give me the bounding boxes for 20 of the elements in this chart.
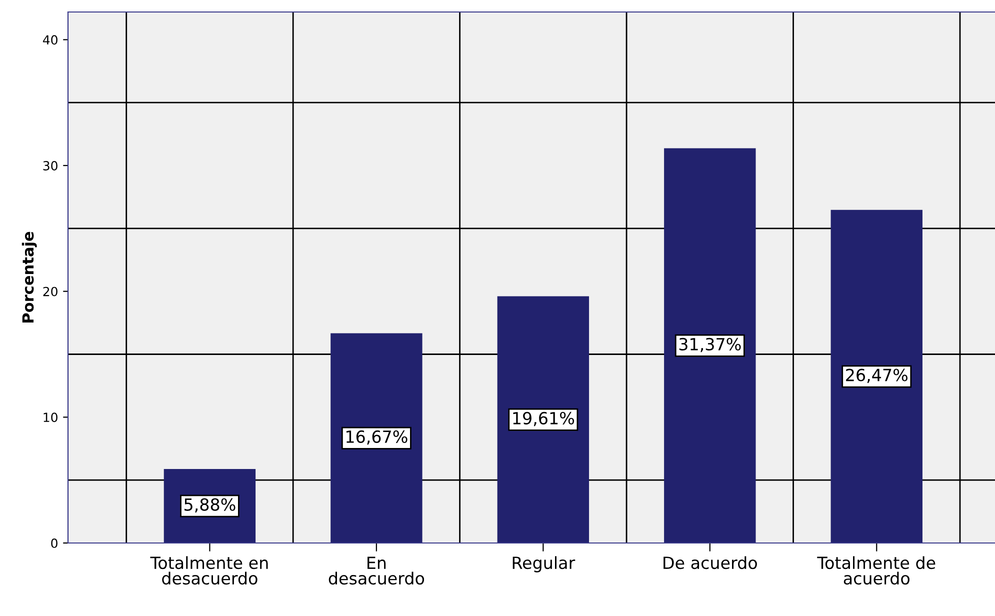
x-tick-label: En desacuerdo [328,556,424,585]
y-tick-label: 10 [44,412,58,422]
y-tick-label: 40 [42,35,58,45]
x-tick-label: Totalmente en desacuerdo [150,556,268,585]
bar [664,148,756,543]
x-tick-label: Totalmente de acuerdo [817,556,936,585]
bar [330,333,422,543]
x-tick-label: De acuerdo [664,556,757,570]
bar [497,296,590,543]
data-label: 19,61% [513,412,574,426]
y-tick-label: 0 [51,538,58,548]
data-label: 26,47% [846,368,908,383]
data-label: 31,37% [679,338,741,352]
bar [830,210,922,543]
y-axis-title: Porcentaje [22,232,37,322]
y-tick-label: 20 [43,286,58,296]
data-label: 16,67% [346,430,408,445]
x-tick-label: Regular [512,556,576,572]
data-label: 5,88% [184,498,236,513]
y-tick-label: 30 [43,160,58,170]
